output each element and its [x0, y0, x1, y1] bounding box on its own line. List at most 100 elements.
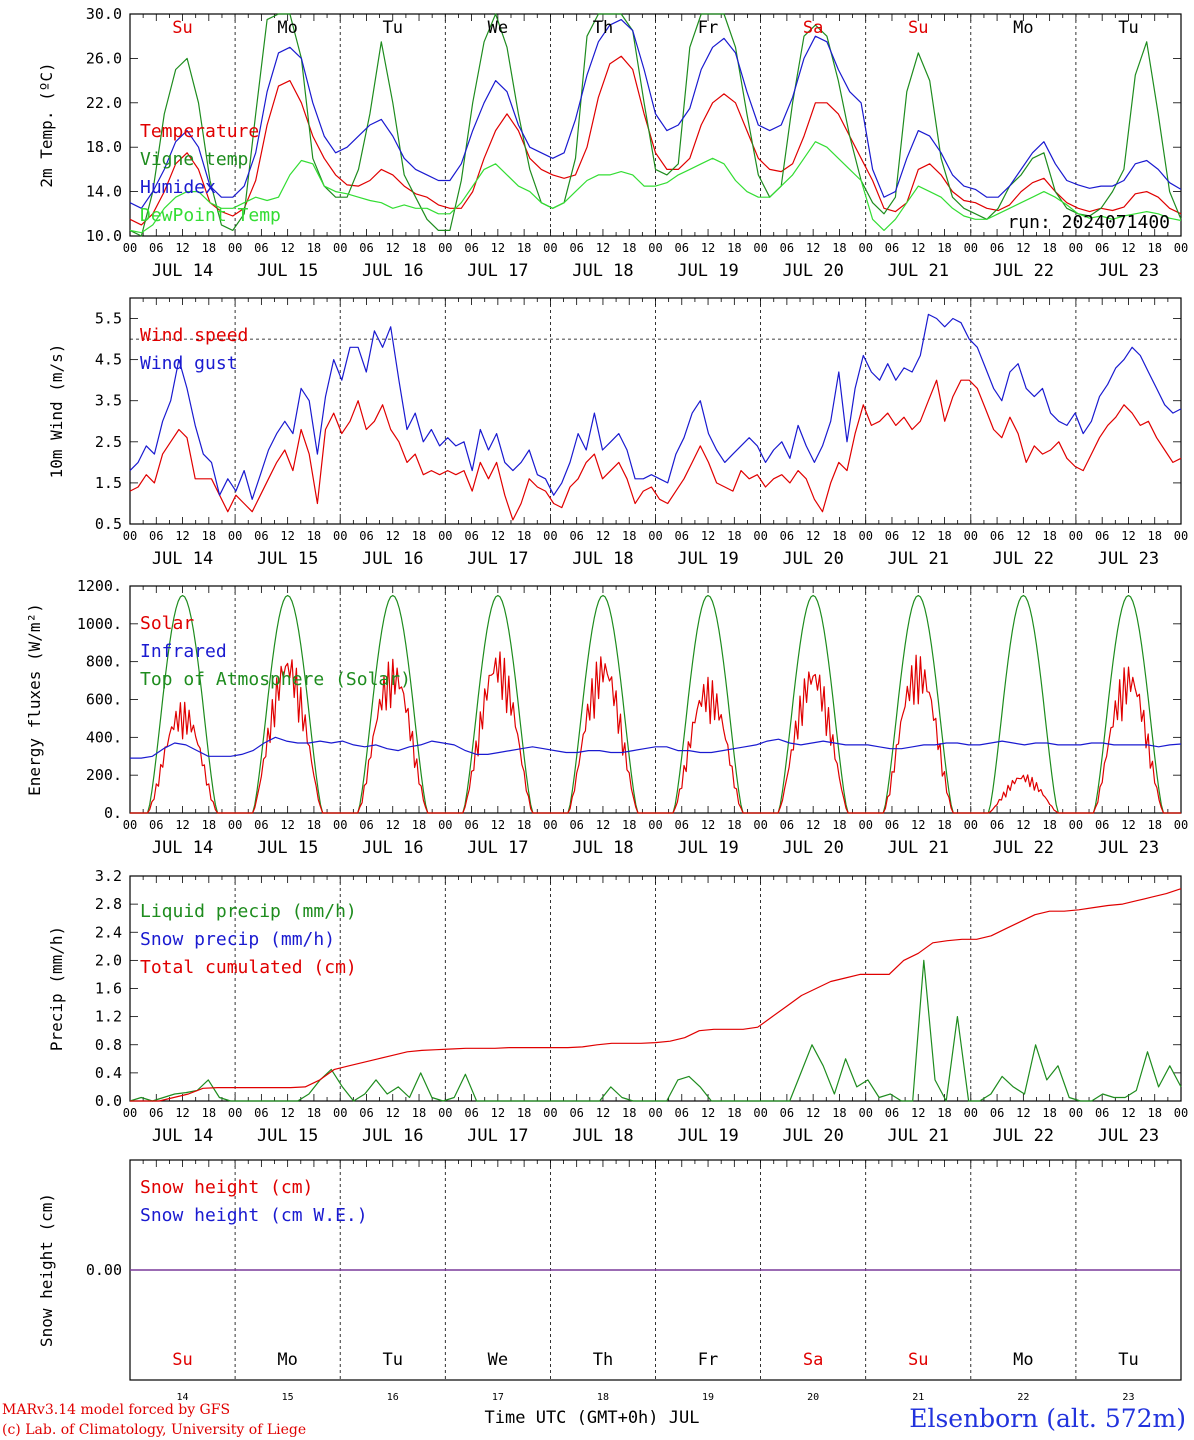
hour-tick-label: 06 [675, 241, 689, 255]
date-label: JUL 14 [152, 549, 213, 569]
date-label: JUL 18 [572, 261, 633, 281]
date-label: JUL 22 [993, 1126, 1054, 1146]
hour-tick-label: 12 [1016, 818, 1030, 832]
hour-tick-label: 06 [885, 529, 899, 543]
hour-tick-label: 18 [517, 818, 531, 832]
y-tick-label: 2.8 [95, 895, 122, 913]
y-tick-label: 3.2 [95, 867, 122, 885]
hour-tick-label: 12 [596, 241, 610, 255]
hour-tick-label: 12 [806, 1106, 820, 1120]
hour-tick-label: 12 [911, 818, 925, 832]
hour-tick-label: 18 [307, 529, 321, 543]
date-label: JUL 20 [782, 1126, 843, 1146]
hour-tick-label: 00 [123, 1106, 137, 1120]
hour-tick-label: 12 [1016, 529, 1030, 543]
hour-tick-label: 00 [1069, 241, 1083, 255]
date-label: JUL 17 [467, 261, 528, 281]
hour-tick-label: 06 [885, 241, 899, 255]
legend-entry: DewPoint Temp [140, 205, 281, 226]
hour-tick-label: 18 [1042, 241, 1056, 255]
hour-tick-label: 00 [964, 818, 978, 832]
hour-tick-label: 06 [780, 1106, 794, 1120]
hour-tick-label: 12 [911, 1106, 925, 1120]
hour-tick-label: 06 [254, 818, 268, 832]
y-tick-label: 30.0 [86, 5, 122, 23]
weekday-label: Su [908, 18, 928, 38]
legend-entry: Snow precip (mm/h) [140, 929, 335, 950]
hour-tick-label: 00 [123, 818, 137, 832]
hour-tick-label: 18 [937, 818, 951, 832]
series-line [129, 13, 1182, 237]
hour-tick-label: 00 [1174, 818, 1188, 832]
legend-entry: Solar [140, 613, 194, 634]
hour-tick-label: 18 [832, 818, 846, 832]
hour-tick-label: 12 [701, 818, 715, 832]
hour-tick-label: 12 [1121, 818, 1135, 832]
series-line [129, 141, 1182, 234]
date-label: JUL 19 [677, 1126, 738, 1146]
station-name: Elsenborn (alt. 572m) [909, 1404, 1186, 1433]
legend-entry: Wind gust [140, 353, 238, 374]
weekday-label: Sa [803, 1350, 823, 1370]
y-axis-title: Precip (mm/h) [47, 926, 66, 1051]
date-label: JUL 18 [572, 549, 633, 569]
hour-tick-label: 12 [1016, 241, 1030, 255]
hour-tick-label: 12 [701, 241, 715, 255]
hour-tick-label: 12 [806, 818, 820, 832]
hour-tick-label: 12 [175, 529, 189, 543]
day-number-label: 19 [702, 1392, 714, 1403]
y-axis-title: 10m Wind (m/s) [47, 344, 66, 479]
hour-tick-label: 00 [1174, 1106, 1188, 1120]
date-label: JUL 21 [888, 549, 949, 569]
hour-tick-label: 18 [622, 241, 636, 255]
hour-tick-label: 00 [1069, 1106, 1083, 1120]
hour-tick-label: 12 [491, 818, 505, 832]
hour-tick-label: 00 [648, 818, 662, 832]
hour-tick-label: 06 [359, 1106, 373, 1120]
hour-tick-label: 00 [858, 529, 872, 543]
weekday-label: Fr [698, 1350, 718, 1370]
y-tick-label: 400. [86, 728, 122, 746]
day-number-label: 22 [1017, 1392, 1029, 1403]
hour-tick-label: 00 [1069, 529, 1083, 543]
weekday-label: Su [172, 1350, 192, 1370]
panel-0: 00 06 12 18 00 06 12 18 00 06 12 18 00 06 12 18 00 06 12 18… [37, 5, 1188, 281]
hour-tick-label: 00 [648, 529, 662, 543]
y-tick-label: 18.0 [86, 138, 122, 156]
day-number-label: 16 [387, 1392, 399, 1403]
y-tick-label: 0. [104, 804, 122, 822]
hour-tick-label: 00 [858, 818, 872, 832]
series-line [129, 379, 1182, 521]
date-label: JUL 15 [257, 261, 318, 281]
y-tick-label: 10.0 [86, 227, 122, 245]
hour-tick-label: 18 [727, 1106, 741, 1120]
hour-tick-label: 06 [569, 241, 583, 255]
hour-tick-label: 06 [675, 818, 689, 832]
y-tick-label: 0.00 [86, 1261, 122, 1279]
date-label: JUL 19 [677, 261, 738, 281]
date-label: JUL 21 [888, 838, 949, 858]
hour-tick-label: 06 [254, 241, 268, 255]
series-line [129, 959, 1182, 1102]
hour-tick-label: 00 [648, 241, 662, 255]
hour-tick-label: 12 [386, 529, 400, 543]
legend-entry: Snow height (cm W.E.) [140, 1205, 368, 1226]
run-label: run: 2024071400 [1007, 212, 1170, 233]
hour-tick-label: 00 [333, 241, 347, 255]
date-label: JUL 23 [1098, 261, 1159, 281]
hour-tick-label: 00 [228, 529, 242, 543]
hour-tick-label: 06 [149, 818, 163, 832]
day-number-label: 21 [912, 1392, 924, 1403]
hour-tick-label: 06 [990, 529, 1004, 543]
date-label: JUL 20 [782, 261, 843, 281]
weekday-label: Tu [1118, 1350, 1138, 1370]
y-tick-label: 0.5 [95, 515, 122, 533]
day-number-label: 14 [177, 1392, 189, 1403]
hour-tick-label: 06 [569, 818, 583, 832]
hour-tick-label: 18 [727, 529, 741, 543]
hour-tick-label: 06 [464, 1106, 478, 1120]
hour-tick-label: 18 [832, 529, 846, 543]
date-label: JUL 17 [467, 549, 528, 569]
hour-tick-label: 18 [412, 241, 426, 255]
